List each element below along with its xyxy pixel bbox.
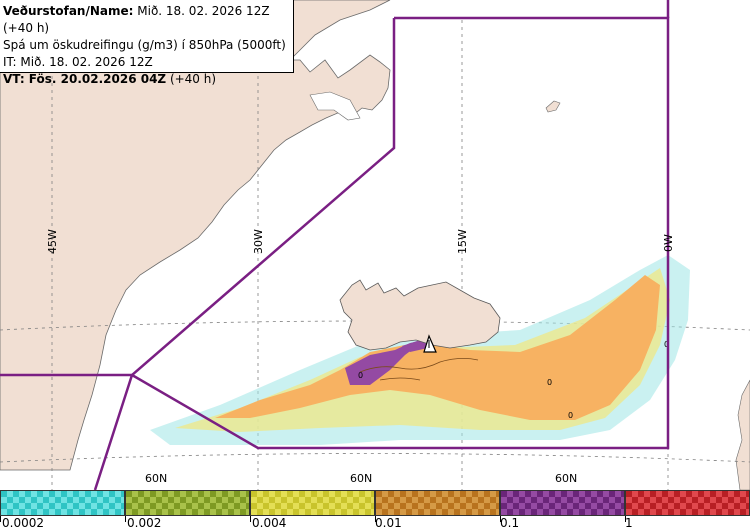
ash-contour-lines — [359, 358, 479, 381]
ash-cloud — [150, 255, 690, 445]
jan-mayen-island — [545, 100, 561, 113]
valid-time-label: VT: Fös. 20.02.2026 04Z — [3, 72, 167, 86]
legend-tick — [250, 516, 251, 522]
ash-marker-label: 0 — [358, 371, 363, 380]
concentration-legend: 0.0002 0.002 0.004 0.01 0.1 1 — [0, 490, 750, 532]
legend-tick — [500, 516, 501, 522]
latitude-label: 60N — [145, 472, 167, 485]
legend-swatch — [625, 490, 750, 516]
info-line-valid-time: VT: Fös. 20.02.2026 04Z (+40 h) — [3, 71, 293, 88]
ash-medium-concentration-orange — [215, 275, 660, 420]
latitude-label: 60N — [350, 472, 372, 485]
legend-swatch — [125, 490, 250, 516]
info-line-issue-time: IT: Mið. 18. 02. 2026 12Z — [3, 55, 153, 69]
agency-label: Veðurstofan/Name: — [3, 4, 134, 18]
legend-swatch — [250, 490, 375, 516]
ash-dispersion-map: 0 0 0 0 45W 30W 15W 0W 60N 60N 60N — [0, 0, 750, 490]
legend-swatch — [0, 490, 125, 516]
volcano-triangle-icon — [423, 334, 437, 353]
forecast-info-box: Veðurstofan/Name: Mið. 18. 02. 2026 12Z … — [0, 0, 294, 86]
valid-time-offset: (+40 h) — [166, 72, 217, 86]
legend-tick — [625, 516, 626, 522]
greenland-fjord-east — [309, 91, 361, 121]
legend-swatch — [375, 490, 500, 516]
legend-tick — [375, 516, 376, 522]
info-line-product: Spá um öskudreifingu (g/m3) í 850hPa (50… — [3, 38, 286, 52]
legend-swatch — [500, 490, 625, 516]
info-line-agency: Veðurstofan/Name: Mið. 18. 02. 2026 12Z … — [3, 3, 293, 37]
ash-marker-label: 0 — [547, 378, 552, 387]
ash-high-concentration-purple — [345, 340, 425, 385]
longitude-label: 45W — [46, 229, 59, 254]
agency-date: Mið. 18. 02. 2026 12Z (+40 h) — [3, 4, 270, 35]
legend-label: 0.0002 — [2, 516, 44, 530]
longitude-label: 0W — [662, 234, 675, 252]
longitude-label: 15W — [456, 229, 469, 254]
scandinavia-coast — [735, 379, 750, 490]
ash-marker-label: 0 — [664, 340, 669, 349]
legend-label: 0.002 — [127, 516, 162, 530]
legend-label: 1 — [625, 516, 633, 530]
iceland-landmass — [339, 279, 501, 351]
legend-tick — [125, 516, 126, 522]
legend-label: 0.004 — [252, 516, 287, 530]
longitude-label: 30W — [252, 229, 265, 254]
legend-tick — [0, 516, 1, 522]
legend-label: 0.01 — [375, 516, 402, 530]
ash-marker-label: 0 — [568, 411, 573, 420]
legend-label: 0.1 — [500, 516, 520, 530]
latitude-label: 60N — [555, 472, 577, 485]
advisory-boundary — [0, 0, 670, 490]
